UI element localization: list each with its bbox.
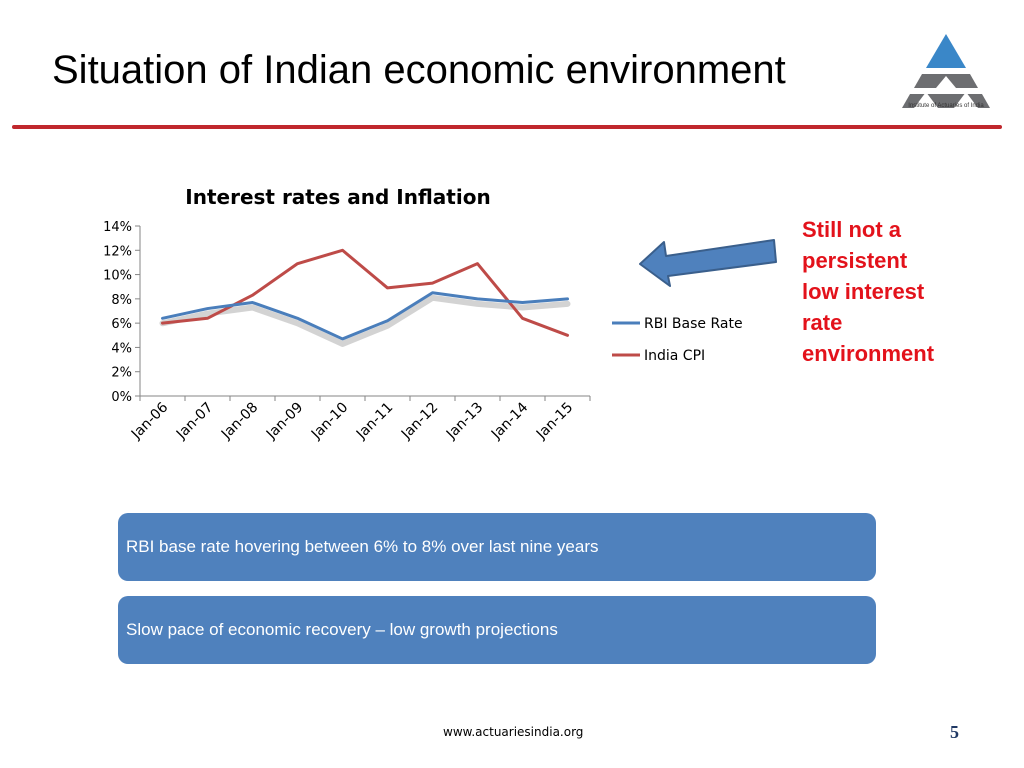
callout-arrow-icon: [639, 239, 777, 287]
footer-url: www.actuariesindia.org: [443, 725, 584, 739]
x-tick-label: Jan-11: [353, 400, 396, 443]
y-tick-label: 6%: [111, 317, 132, 332]
x-tick-label: Jan-15: [533, 400, 576, 443]
logo-caption: Institute of Actuaries of India: [908, 103, 984, 109]
series-line-india-cpi: [161, 248, 569, 337]
page-number: 5: [950, 722, 959, 742]
line-chart: Interest rates and Inflation 0% 2% 4% 6% 8% 1…: [103, 185, 743, 443]
callout-line: rate: [802, 310, 843, 335]
y-tick-label: 4%: [111, 341, 132, 356]
slide-title: Situation of Indian economic environment: [52, 48, 786, 92]
series-line-rbi-base-rate: [161, 291, 569, 341]
info-box-recovery: Slow pace of economic recovery – low gro…: [118, 596, 876, 664]
y-tick-label: 2%: [111, 366, 132, 381]
x-tick-label: Jan-13: [443, 400, 486, 443]
x-tick-label: Jan-07: [173, 400, 216, 443]
x-tick-label: Jan-10: [308, 400, 351, 443]
legend-label: India CPI: [644, 348, 705, 364]
callout-line: Still not a: [802, 217, 901, 242]
legend-label: RBI Base Rate: [644, 316, 743, 332]
x-tick-label: Jan-14: [488, 399, 532, 443]
y-tick-label: 14%: [103, 220, 132, 235]
chart-title: Interest rates and Inflation: [185, 185, 490, 209]
info-box-text: RBI base rate hovering between 6% to 8% …: [126, 537, 599, 556]
callout-line: environment: [802, 341, 935, 366]
institute-logo: [902, 34, 990, 108]
title-divider: [12, 125, 1002, 129]
y-tick-label: 8%: [111, 293, 132, 308]
y-tick-label: 12%: [103, 244, 132, 259]
x-tick-label: Jan-12: [398, 400, 441, 443]
info-box-base-rate: RBI base rate hovering between 6% to 8% …: [118, 513, 876, 581]
callout-line: persistent: [802, 248, 908, 273]
y-tick-label: 10%: [103, 269, 132, 284]
series-shadow: [159, 294, 571, 347]
x-tick-label: Jan-09: [263, 400, 306, 443]
x-tick-label: Jan-06: [128, 399, 172, 443]
info-box-text: Slow pace of economic recovery – low gro…: [126, 620, 558, 639]
x-tick-label: Jan-08: [218, 400, 261, 443]
y-tick-label: 0%: [111, 390, 132, 405]
callout-text: Still not a persistent low interest rate…: [802, 214, 972, 369]
callout-line: low interest: [802, 279, 925, 304]
